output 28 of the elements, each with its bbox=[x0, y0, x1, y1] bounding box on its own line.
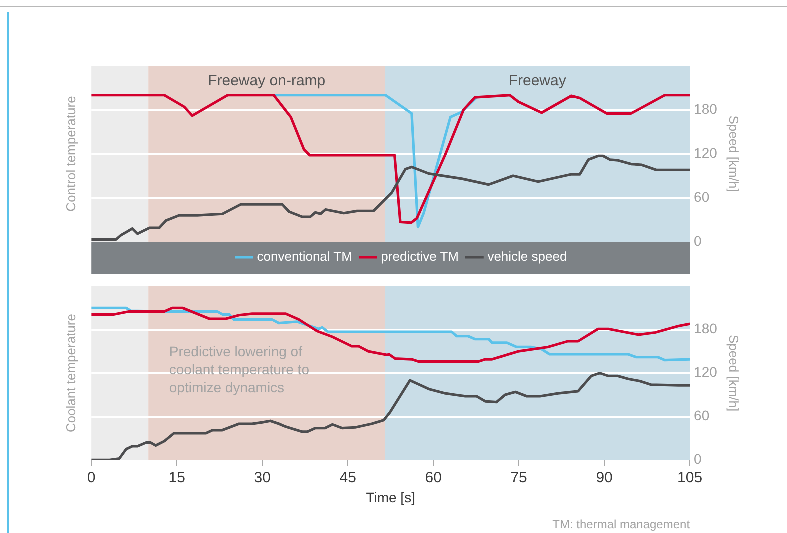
y2-tick-label: 120 bbox=[694, 144, 718, 161]
y2-axis-title: Speed [km/h] bbox=[726, 334, 742, 412]
legend-label: vehicle speed bbox=[488, 249, 568, 264]
x-axis-title: Time [s] bbox=[366, 489, 416, 506]
y2-tick-label: 0 bbox=[694, 451, 702, 468]
annotation: Predictive lowering of coolant temperature to optimize dynamics bbox=[169, 343, 310, 396]
x-tick-label: 60 bbox=[425, 469, 442, 486]
y2-tick-label: 180 bbox=[694, 320, 718, 337]
x-tick-label: 75 bbox=[510, 469, 528, 486]
x-tick-label: 90 bbox=[596, 469, 613, 486]
y-axis-title: Control temperature bbox=[63, 96, 78, 212]
x-tick-label: 105 bbox=[678, 469, 703, 486]
band-label: Freeway on-ramp bbox=[208, 72, 326, 90]
y2-tick-label: 60 bbox=[694, 188, 710, 205]
x-tick-label: 30 bbox=[254, 469, 271, 486]
y2-tick-label: 60 bbox=[694, 408, 710, 424]
x-tick-label: 15 bbox=[168, 469, 186, 486]
x-tick-label: 0 bbox=[87, 469, 96, 486]
y-axis-title: Coolant temperature bbox=[63, 314, 78, 433]
text: TM: thermal management bbox=[552, 517, 691, 532]
y2-tick-label: 0 bbox=[694, 232, 702, 249]
y2-tick-label: 180 bbox=[694, 100, 718, 117]
legend-label: conventional TM bbox=[257, 249, 352, 264]
y2-axis-title: Speed [km/h] bbox=[726, 116, 742, 192]
legend-label: predictive TM bbox=[381, 249, 459, 264]
band-label: Freeway bbox=[508, 72, 567, 90]
x-tick-label: 45 bbox=[340, 469, 356, 486]
y2-tick-label: 120 bbox=[694, 364, 718, 380]
